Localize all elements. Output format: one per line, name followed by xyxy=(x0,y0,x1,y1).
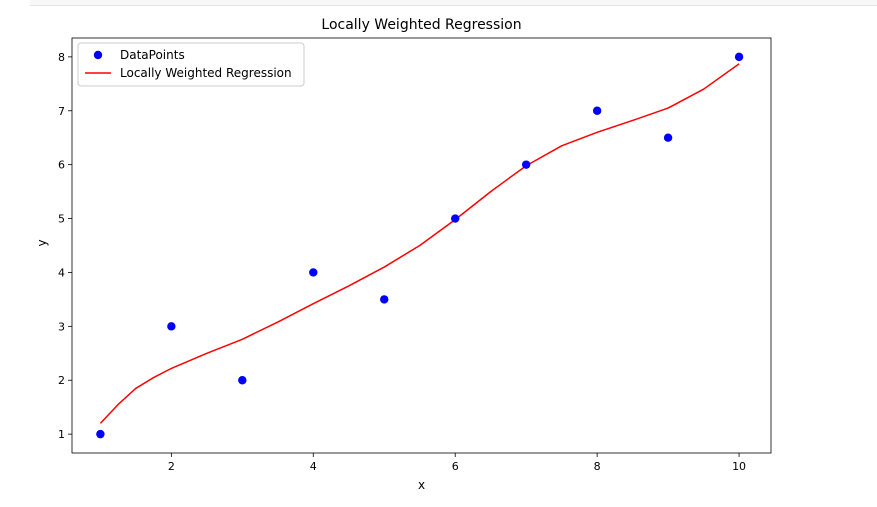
y-axis-label: y xyxy=(35,239,49,246)
y-tick-label: 2 xyxy=(58,374,65,387)
data-point xyxy=(663,133,673,142)
data-point xyxy=(592,106,602,115)
x-tick-label: 2 xyxy=(168,460,175,473)
y-tick-label: 4 xyxy=(58,266,65,279)
y-tick-label: 1 xyxy=(58,428,65,441)
x-tick-label: 6 xyxy=(452,460,459,473)
data-point xyxy=(309,268,318,277)
chart-title: Locally Weighted Regression xyxy=(321,17,521,33)
y-tick-label: 8 xyxy=(58,51,65,64)
x-tick-label: 8 xyxy=(594,460,601,473)
x-tick-label: 4 xyxy=(310,460,317,473)
data-point xyxy=(380,295,389,304)
regression-line xyxy=(99,63,740,424)
notebook-cell-top-edge xyxy=(30,0,877,6)
data-point xyxy=(96,429,105,439)
y-tick-label: 7 xyxy=(58,105,65,118)
x-axis-label: x xyxy=(418,478,425,492)
legend-label-datapoints: DataPoints xyxy=(120,48,185,62)
legend-label-regression: Locally Weighted Regression xyxy=(120,66,292,80)
plot-frame xyxy=(71,37,772,454)
data-point xyxy=(451,214,460,223)
y-tick-label: 5 xyxy=(58,213,65,226)
y-tick-label: 6 xyxy=(58,159,65,172)
legend-marker-datapoints xyxy=(93,50,103,60)
legend-box xyxy=(77,42,305,87)
x-tick-label: 10 xyxy=(732,460,746,473)
y-tick-label: 3 xyxy=(58,320,65,333)
legend: DataPoints Locally Weighted Regression xyxy=(77,42,305,87)
data-point xyxy=(521,160,531,169)
data-point xyxy=(167,322,176,331)
data-point xyxy=(238,376,247,385)
data-point xyxy=(734,52,744,62)
